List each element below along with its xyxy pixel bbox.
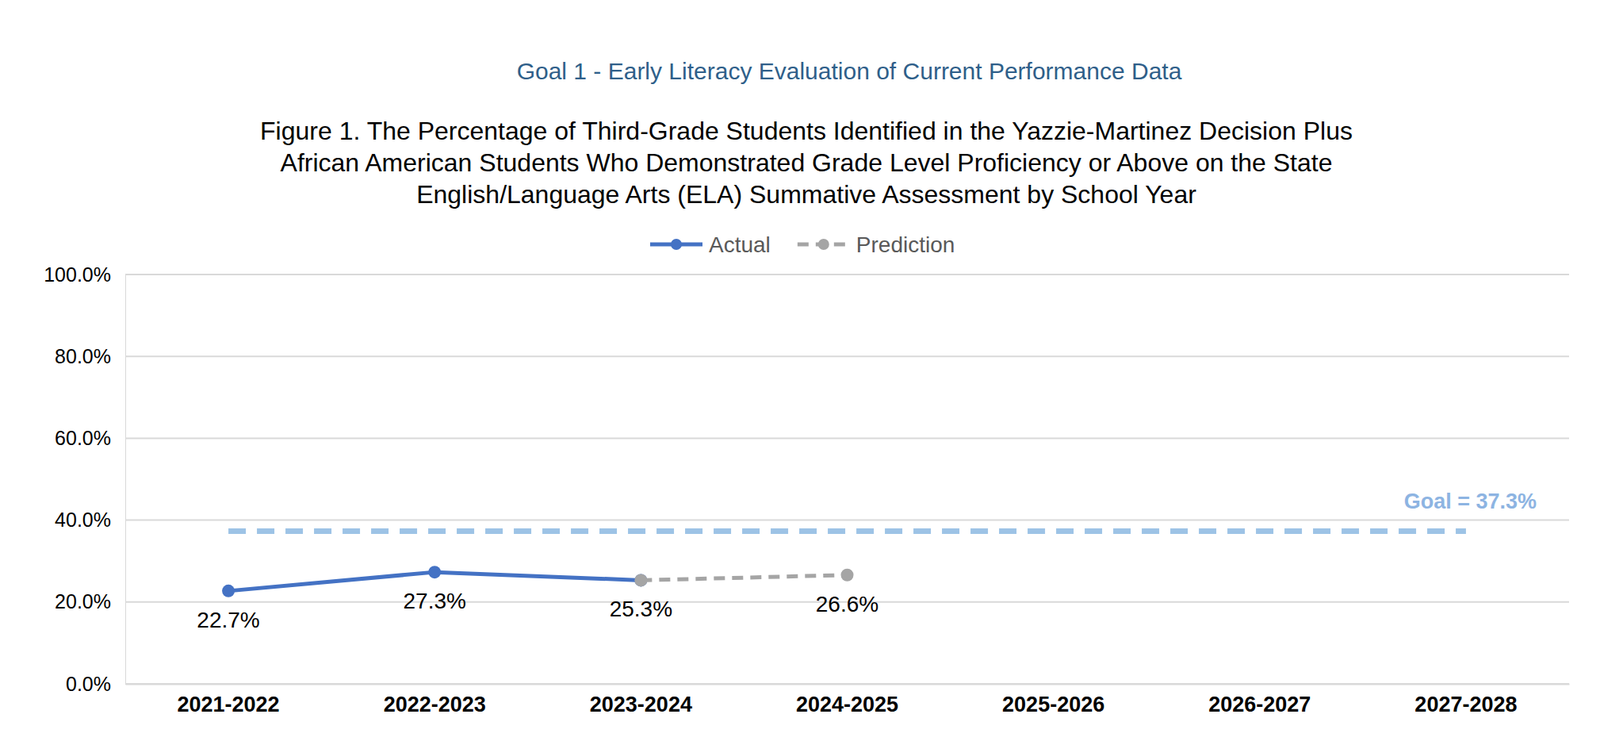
goal-label: Goal = 37.3% (1404, 489, 1537, 513)
legend-item: Actual (650, 232, 771, 257)
x-tick: 2024-2025 (796, 683, 899, 716)
x-tick-label: 2025-2026 (1002, 692, 1105, 716)
y-tick-label: 80.0% (54, 344, 112, 368)
series-line (640, 574, 847, 581)
y-tick: 80.0% (54, 344, 126, 368)
grid-line (125, 519, 1570, 521)
y-axis-line (125, 275, 127, 685)
legend-marker (670, 238, 682, 250)
x-tick-label: 2027-2028 (1414, 692, 1517, 716)
x-tick: 2021-2022 (177, 683, 280, 716)
grid (125, 274, 1570, 684)
series-marker (634, 573, 647, 586)
plot-area (222, 531, 1467, 598)
data-label: 27.3% (403, 588, 467, 613)
y-tick: 60.0% (54, 426, 126, 449)
x-tick-label: 2022-2023 (383, 692, 487, 716)
legend-item: Prediction (797, 232, 956, 257)
y-tick: 40.0% (54, 508, 126, 531)
legend-label: Prediction (856, 232, 956, 257)
data-label: 22.7% (196, 607, 260, 632)
y-tick-label: 100.0% (43, 263, 112, 286)
grid-line (125, 682, 1570, 685)
y-axis: 0.0% 20.0% 40.0% 60.0% 80.0% 100.0% (43, 263, 126, 695)
chart: Goal 1 - Early Literacy Evaluation of Cu… (0, 0, 1600, 741)
title: English/Language Arts (ELA) Summative As… (416, 179, 1197, 209)
x-tick-label: 2023-2024 (589, 692, 693, 716)
data-label: 26.6% (815, 591, 879, 617)
x-tick-label: 2024-2025 (796, 692, 899, 716)
x-tick: 2023-2024 (589, 683, 693, 716)
x-axis: 2021-2022 2022-2023 2023-2024 2024-2025 2025… (126, 683, 1570, 716)
goal-line (228, 528, 1467, 534)
title: Figure 1. The Percentage of Third-Grade … (260, 116, 1353, 146)
series-marker (841, 568, 854, 582)
x-tick: 2025-2026 (1002, 683, 1105, 716)
grid-line (125, 355, 1570, 357)
series-marker (222, 584, 235, 598)
series-marker (634, 573, 647, 586)
y-tick: 100.0% (43, 263, 126, 286)
data-labels: 22.7% 27.3% 25.3% 26.6% (196, 588, 879, 632)
x-tick-label: 2026-2027 (1208, 692, 1311, 716)
x-tick: 2027-2028 (1414, 683, 1517, 716)
y-tick: 20.0% (54, 589, 126, 613)
y-tick-label: 20.0% (54, 589, 112, 613)
y-tick-label: 40.0% (54, 508, 112, 531)
y-tick-label: 0.0% (65, 672, 112, 695)
legend-marker (818, 238, 830, 250)
legend: Actual Prediction (650, 232, 955, 257)
x-tick-label: 2021-2022 (177, 692, 280, 716)
series-marker (428, 565, 441, 578)
title: African American Students Who Demonstrat… (280, 148, 1333, 177)
y-tick: 0.0% (65, 672, 126, 695)
x-tick: 2026-2027 (1208, 683, 1311, 716)
x-axis-line (126, 683, 1570, 686)
header: Goal 1 - Early Literacy Evaluation of Cu… (516, 57, 1183, 85)
x-tick: 2022-2023 (383, 683, 487, 716)
grid-line (125, 273, 1570, 276)
grid-line (125, 436, 1570, 439)
data-label: 25.3% (609, 596, 673, 621)
legend-label: Actual (708, 232, 771, 257)
y-tick-label: 60.0% (54, 426, 112, 449)
